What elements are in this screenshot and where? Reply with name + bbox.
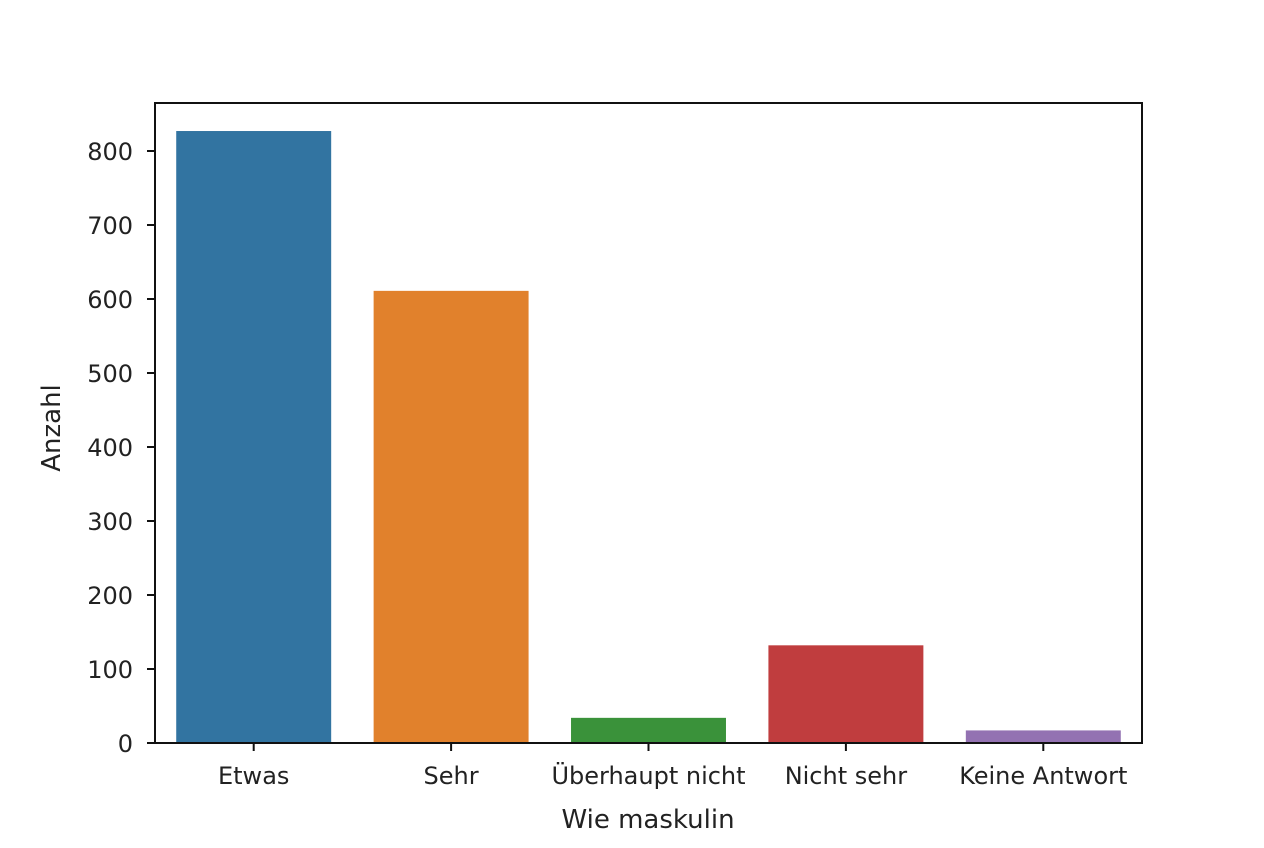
bars-group xyxy=(176,131,1121,743)
x-tick-label: Sehr xyxy=(424,762,479,790)
x-tick-label: Nicht sehr xyxy=(785,762,908,790)
bar-nicht-sehr xyxy=(768,645,924,743)
y-tick-label: 0 xyxy=(118,730,133,758)
y-axis-label: Anzahl xyxy=(37,384,67,472)
bar-keine-antwort xyxy=(965,730,1121,743)
x-axis-ticks: Etwas Sehr Überhaupt nicht Nicht sehr Keine … xyxy=(218,743,1127,790)
y-tick-label: 300 xyxy=(87,508,133,536)
bar-etwas xyxy=(176,131,332,743)
y-tick-label: 700 xyxy=(87,212,133,240)
bar--berhaupt-nicht xyxy=(571,717,726,743)
y-axis-ticks: 0 100 200 300 400 500 600 700 800 xyxy=(87,138,155,758)
y-tick-label: 500 xyxy=(87,360,133,388)
y-tick-label: 800 xyxy=(87,138,133,166)
x-axis-label: Wie maskulin xyxy=(561,805,734,835)
y-tick-label: 200 xyxy=(87,582,133,610)
x-tick-label: Etwas xyxy=(218,762,289,790)
y-tick-label: 600 xyxy=(87,286,133,314)
x-tick-label: Überhaupt nicht xyxy=(551,761,745,790)
y-tick-label: 100 xyxy=(87,656,133,684)
bar-sehr xyxy=(373,290,529,743)
y-tick-label: 400 xyxy=(87,434,133,462)
x-tick-label: Keine Antwort xyxy=(959,762,1127,790)
